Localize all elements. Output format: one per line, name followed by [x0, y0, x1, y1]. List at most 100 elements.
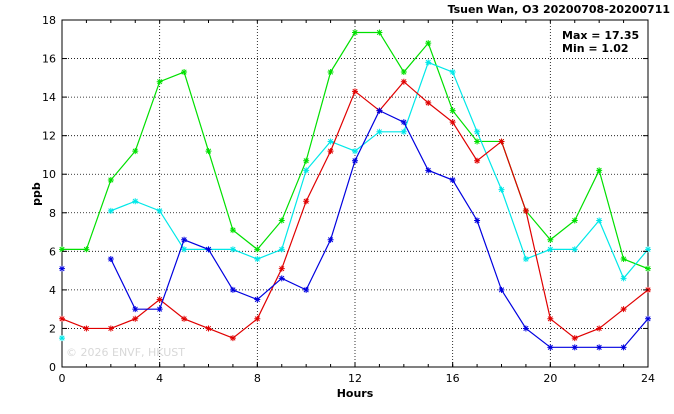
- x-tick-label: 8: [254, 372, 261, 385]
- y-tick-label: 0: [49, 361, 56, 374]
- data-point: [229, 246, 236, 253]
- data-point: [132, 306, 139, 313]
- data-point: [596, 325, 603, 332]
- data-point: [254, 315, 261, 322]
- series-layer: [59, 29, 651, 351]
- series-3: [59, 107, 651, 351]
- y-tick-label: 8: [49, 207, 56, 220]
- data-point: [596, 167, 603, 174]
- series-2: [59, 78, 651, 342]
- data-point: [181, 236, 188, 243]
- data-point: [522, 325, 529, 332]
- data-point: [547, 246, 554, 253]
- data-point: [474, 128, 481, 135]
- data-point: [327, 138, 334, 145]
- x-tick-label: 20: [543, 372, 557, 385]
- series-0: [59, 29, 651, 272]
- data-point: [132, 315, 139, 322]
- data-point: [181, 246, 188, 253]
- data-point: [205, 246, 212, 253]
- data-point: [327, 69, 334, 76]
- data-point: [205, 325, 212, 332]
- data-point: [132, 198, 139, 205]
- data-point: [522, 256, 529, 263]
- data-point: [449, 107, 456, 114]
- data-point: [107, 256, 114, 263]
- data-point: [400, 119, 407, 126]
- max-stat: Max = 17.35: [562, 29, 639, 42]
- data-point: [83, 246, 90, 253]
- data-point: [181, 69, 188, 76]
- data-point: [400, 128, 407, 135]
- data-point: [156, 78, 163, 85]
- data-point: [229, 227, 236, 234]
- data-point: [59, 246, 65, 253]
- data-point: [376, 107, 383, 114]
- data-point: [425, 40, 432, 47]
- data-point: [571, 344, 578, 351]
- data-point: [83, 325, 90, 332]
- y-tick-label: 16: [42, 53, 56, 66]
- data-point: [596, 344, 603, 351]
- y-tick-label: 6: [49, 245, 56, 258]
- data-point: [59, 335, 65, 342]
- y-axis-label: ppb: [30, 182, 43, 206]
- data-point: [400, 78, 407, 85]
- data-point: [352, 29, 358, 36]
- y-tick-label: 18: [42, 14, 56, 27]
- data-point: [376, 29, 383, 36]
- data-point: [596, 217, 603, 224]
- data-point: [620, 256, 627, 263]
- data-point: [303, 286, 310, 293]
- data-point: [400, 69, 407, 76]
- data-point: [229, 335, 236, 342]
- x-tick-label: 4: [156, 372, 163, 385]
- data-point: [474, 138, 481, 145]
- y-tick-label: 14: [42, 91, 56, 104]
- data-point: [254, 246, 261, 253]
- data-point: [156, 296, 163, 303]
- data-point: [59, 315, 65, 322]
- data-point: [474, 217, 481, 224]
- data-point: [132, 148, 139, 155]
- x-axis-label: Hours: [337, 387, 374, 400]
- data-point: [254, 256, 261, 263]
- x-tick-label: 24: [641, 372, 655, 385]
- data-point: [547, 236, 554, 243]
- data-point: [645, 315, 651, 322]
- x-tick-label: 16: [446, 372, 460, 385]
- data-point: [571, 217, 578, 224]
- data-point: [498, 186, 505, 193]
- data-point: [620, 306, 627, 313]
- y-tick-label: 4: [49, 284, 56, 297]
- data-point: [571, 246, 578, 253]
- data-point: [522, 207, 529, 214]
- watermark: © 2026 ENVF, HKUST: [66, 346, 185, 359]
- data-point: [352, 148, 358, 155]
- data-point: [425, 99, 432, 106]
- data-point: [303, 167, 310, 174]
- data-point: [571, 335, 578, 342]
- data-point: [254, 296, 261, 303]
- data-point: [547, 315, 554, 322]
- data-point: [352, 88, 358, 95]
- data-point: [205, 148, 212, 155]
- data-point: [327, 236, 334, 243]
- data-point: [278, 217, 285, 224]
- y-tick-label: 10: [42, 168, 56, 181]
- data-point: [425, 59, 432, 66]
- data-point: [498, 286, 505, 293]
- data-point: [425, 167, 432, 174]
- data-point: [181, 315, 188, 322]
- data-point: [547, 344, 554, 351]
- y-tick-label: 2: [49, 322, 56, 335]
- series-1: [59, 59, 651, 342]
- data-point: [278, 265, 285, 272]
- data-point: [376, 128, 383, 135]
- data-point: [620, 275, 627, 282]
- data-point: [156, 207, 163, 214]
- grid: [62, 20, 648, 367]
- x-tick-label: 0: [59, 372, 66, 385]
